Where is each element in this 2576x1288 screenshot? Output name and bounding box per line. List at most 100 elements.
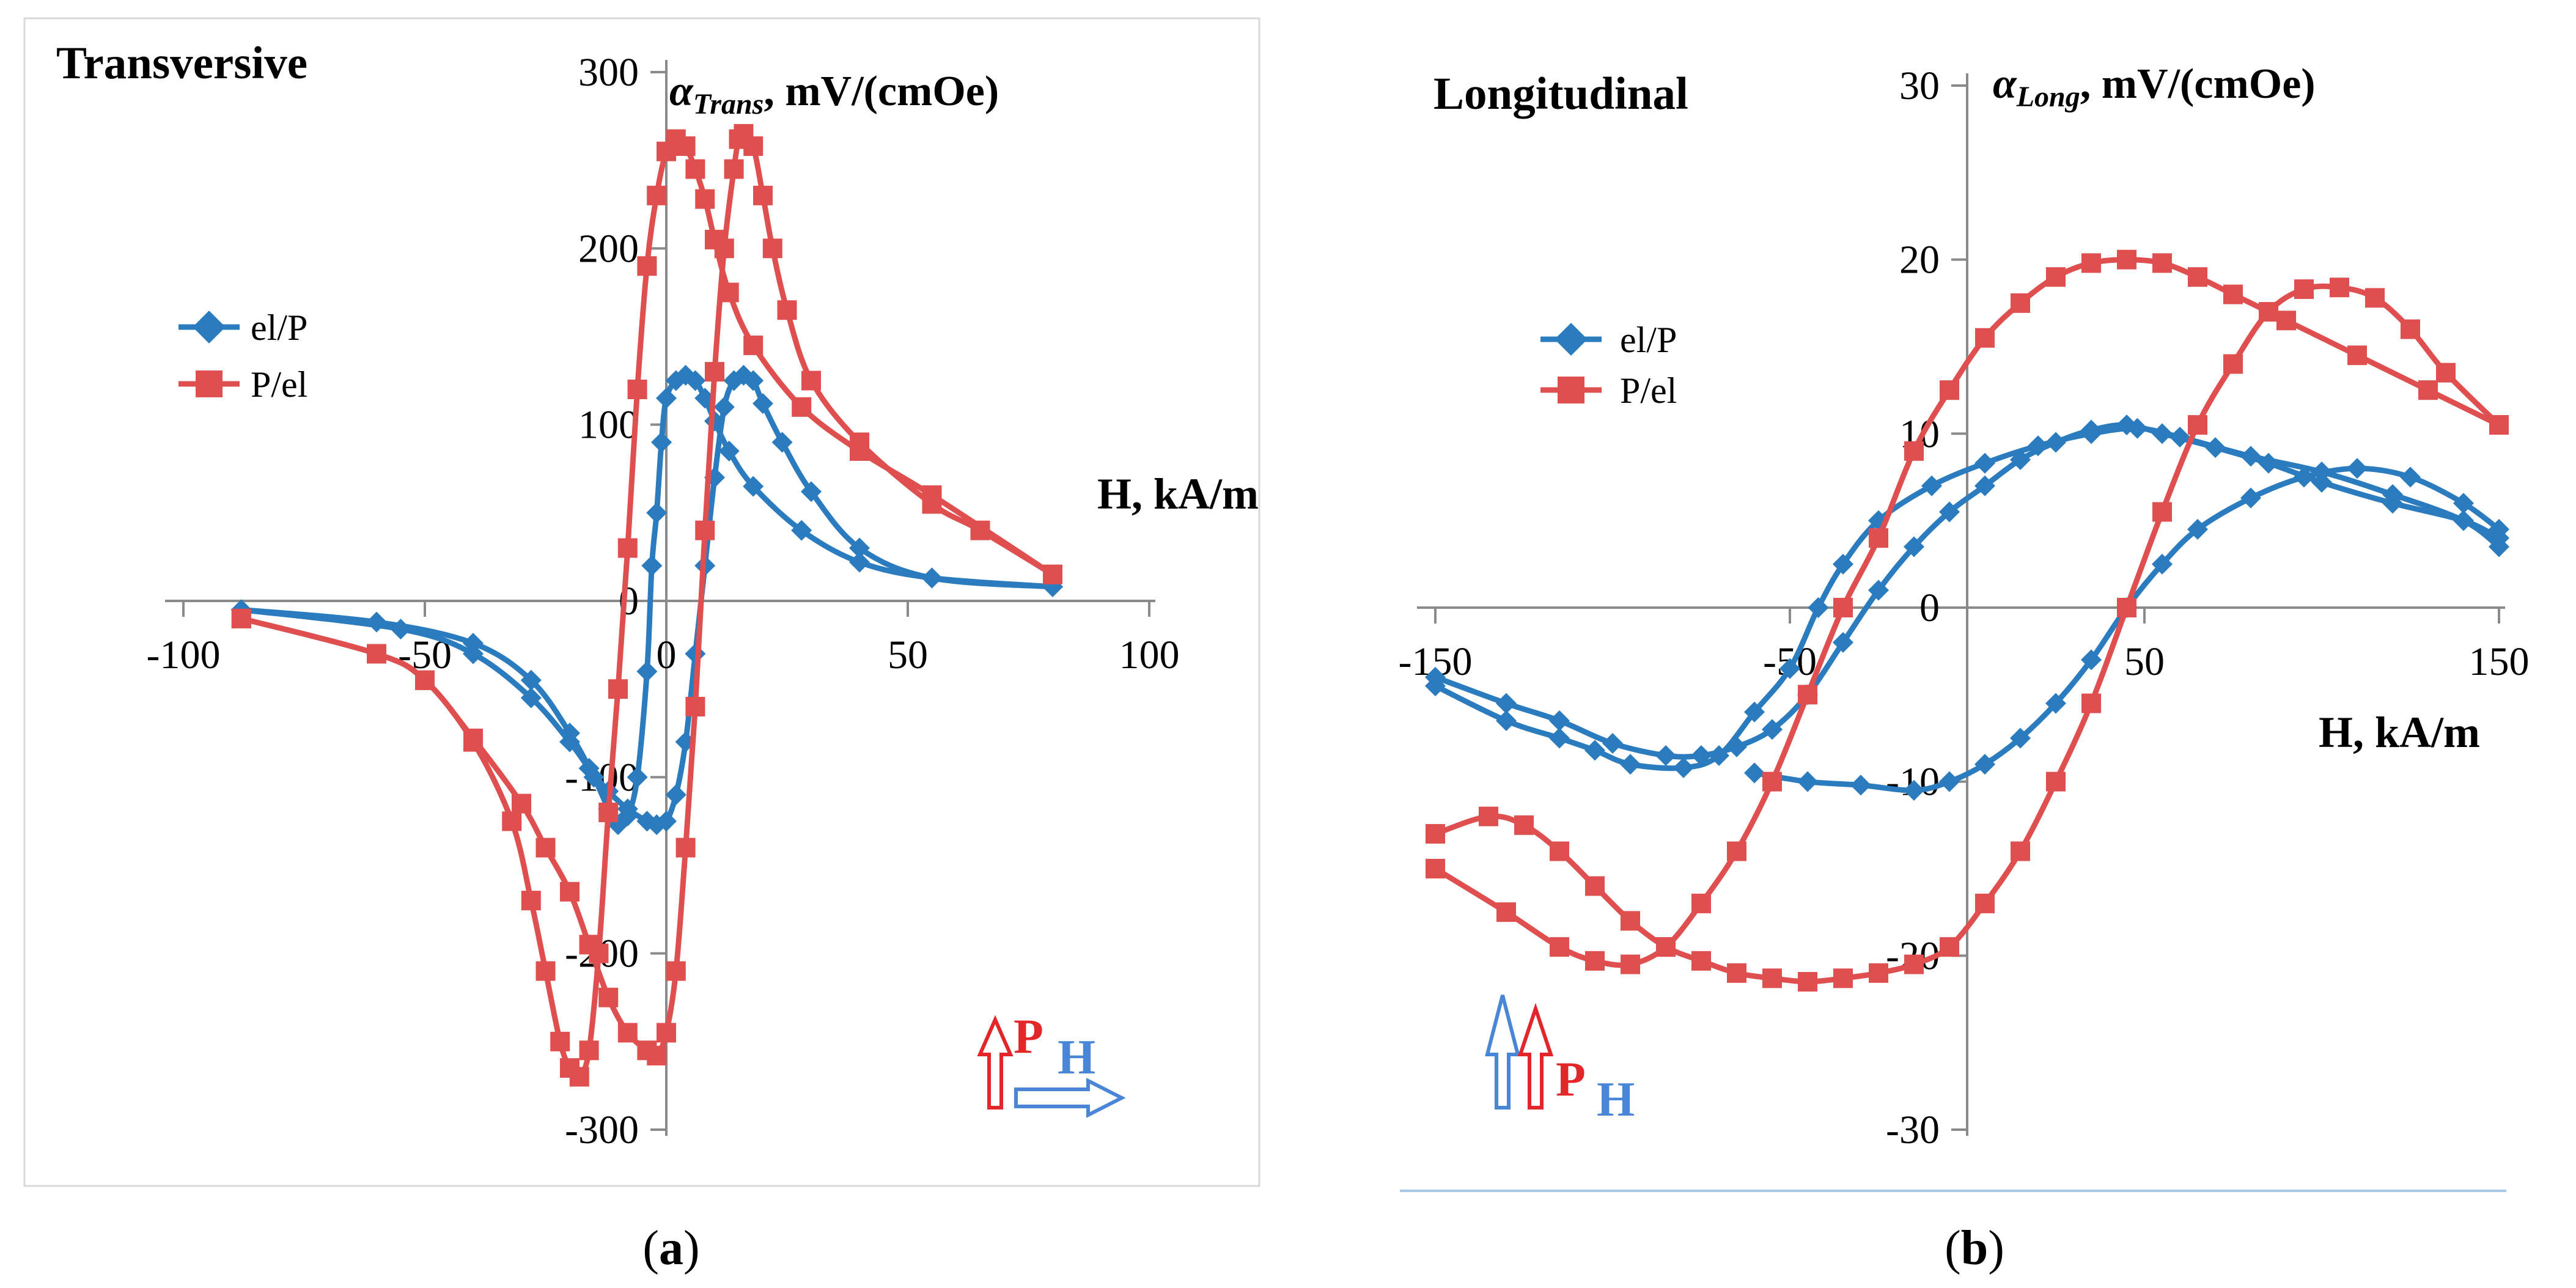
panel-a-el-p-point — [636, 661, 658, 682]
panel-a-el-p-point — [617, 798, 638, 820]
panel-a-p-el-point — [714, 238, 734, 259]
panel-b-p-el-point — [1833, 968, 1853, 988]
panel-a-ylabel-units: , mV/(cmOe) — [764, 68, 999, 115]
panel-b-el-p-point — [1549, 727, 1570, 749]
panel-b-caption: (b) — [1945, 1221, 2004, 1275]
polarization-arrow-icon — [977, 1015, 1014, 1110]
panel-a-y-tick-label: 200 — [578, 226, 639, 271]
panel-a-p-el-point — [569, 1067, 589, 1087]
panel-a-p-el-point — [695, 189, 715, 209]
panel-a-direction-indicator: P H — [977, 1010, 1126, 1118]
panel-b-el-p-point — [2347, 458, 2368, 479]
panel-b-p-el-point — [1550, 937, 1569, 957]
panel-a-el-p-point — [753, 393, 773, 414]
panel-a-p-el-point — [762, 238, 782, 259]
panel-b-p-el-point — [1691, 893, 1711, 913]
panel-a-p-el-point — [463, 728, 483, 748]
panel-a-p-el-point — [1043, 564, 1062, 584]
panel-b-legend: el/P P/el — [1540, 320, 1677, 411]
panel-a-p-el-point — [415, 670, 435, 690]
panel-a-el-p-point — [646, 502, 668, 523]
panel-a-p-el-point — [535, 837, 556, 858]
panel-a-y-tick-label: 100 — [578, 403, 639, 447]
panel-a-el-p-point — [520, 687, 542, 708]
panel-b-p-el-point — [1585, 951, 1605, 971]
panel-b-p-el-point — [2152, 502, 2172, 522]
panel-a-indicator-p: P — [1014, 1010, 1043, 1064]
panel-b-el-p-point — [1833, 553, 1853, 575]
panel-b-p-el-point — [1550, 841, 1569, 861]
panel-b-xlabel: H, kA/m — [2319, 708, 2480, 757]
panel-a-el-p-point — [578, 757, 600, 779]
panel-a-el-p-point — [651, 432, 672, 453]
panel-b-x-tick-label: 50 — [2124, 639, 2165, 684]
panel-b-el-p-point — [2081, 423, 2102, 444]
panel-a-x-tick-label: 100 — [1119, 633, 1180, 677]
panel-b-p-el-point — [1904, 441, 1924, 461]
panel-b-el-p-point — [2294, 466, 2314, 488]
panel-b-p-el-point — [1762, 771, 1782, 792]
panel-a-series-p-el — [231, 123, 1062, 1087]
panel-b-p-el-point — [2347, 345, 2367, 366]
panel-a-el-p-point — [627, 767, 648, 788]
panel-b-p-el-point — [1514, 815, 1534, 835]
field-arrow-icon — [1485, 995, 1520, 1110]
panel-a-el-p-point — [791, 520, 812, 541]
panel-a-el-p-point — [849, 551, 870, 573]
panel-b-p-el-point — [1798, 972, 1817, 992]
panel-b-p-el-point — [2011, 841, 2030, 861]
panel-b-el-p-point — [1974, 452, 1995, 474]
panel-b-p-el-point — [1762, 968, 1782, 988]
panel-b-el-p-point — [1744, 701, 1765, 723]
panel-b-p-el-point — [2418, 380, 2438, 400]
panel-a-p-el-point — [850, 432, 869, 452]
panel-b-p-el-point — [1975, 893, 1995, 913]
panel-a-el-p-point — [718, 440, 740, 462]
panel-b-p-el-point — [1833, 598, 1853, 617]
panel-b-p-el-point — [2188, 267, 2207, 287]
panel-b-ylabel: αLong, mV/(cmOe) — [1993, 61, 2316, 113]
panel-b-el-p-point — [1425, 675, 1446, 697]
panel-b-el-p-point — [1868, 580, 1889, 601]
panel-b-p-el-point — [1621, 954, 1640, 974]
panel-a-el-p-point — [801, 481, 822, 502]
panel-a-caption-letter: a — [659, 1221, 683, 1275]
panel-a-p-el-point — [617, 1023, 638, 1043]
polarization-arrow-icon — [1517, 1003, 1554, 1110]
panel-b-p-el-point — [2401, 319, 2420, 339]
panel-b-el-p-point — [2152, 553, 2173, 575]
panel-b-p-el-point — [2011, 293, 2030, 313]
panel-b-el-p-point — [2127, 418, 2148, 439]
panel-a-p-el-point — [627, 380, 647, 399]
legend-a-p-el-label: P/el — [251, 364, 307, 405]
panel-b-p-el-point — [1727, 841, 1746, 861]
panel-a-p-el-point — [502, 811, 522, 831]
panel-b-p-el-point — [1691, 951, 1711, 971]
panel-b-el-p-point — [1762, 719, 1783, 740]
panel-b-p-el-point — [1869, 528, 1888, 548]
panel-b-el-p-point — [2489, 518, 2509, 540]
panel-b-p-el-point — [2152, 253, 2172, 273]
panel-a-p-el-point — [685, 697, 705, 716]
panel-a-p-el-point — [675, 136, 696, 156]
panel-a-p-el-point — [675, 837, 696, 858]
legend-a-el-p-label: el/P — [251, 307, 307, 348]
panel-b-p-el-point — [2046, 267, 2066, 287]
panel-a-p-el-point — [560, 881, 580, 902]
panel-b-el-p-point — [1496, 693, 1517, 714]
panel-a-p-el-point — [367, 644, 386, 664]
panel-a-x-tick-label: 50 — [888, 633, 928, 677]
panel-a-p-el-point — [801, 370, 821, 391]
panel-b-p-el-point — [1798, 685, 1817, 705]
panel-b-indicator-h: H — [1597, 1073, 1635, 1127]
panel-b-p-el-point — [2223, 284, 2243, 304]
panel-b-p-el-point — [2081, 693, 2101, 713]
panel-b-series — [1425, 249, 2509, 992]
panel-b-el-p-point — [2400, 466, 2421, 488]
panel-a-ylabel-subscript: Trans — [693, 88, 764, 120]
panel-b-el-p-point — [2382, 484, 2403, 505]
panel-b-el-p-point — [1602, 733, 1623, 754]
panel-a-p-el-point — [657, 1023, 676, 1043]
panel-b-title: Longitudinal — [1433, 68, 1688, 119]
